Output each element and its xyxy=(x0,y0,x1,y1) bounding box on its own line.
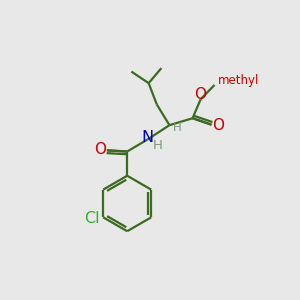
Text: H: H xyxy=(153,140,163,152)
Text: O: O xyxy=(194,87,206,102)
Text: H: H xyxy=(173,122,182,134)
Text: N: N xyxy=(142,130,154,145)
Text: Cl: Cl xyxy=(84,211,100,226)
Text: O: O xyxy=(212,118,224,133)
Text: methyl: methyl xyxy=(218,74,259,87)
Text: O: O xyxy=(94,142,106,158)
